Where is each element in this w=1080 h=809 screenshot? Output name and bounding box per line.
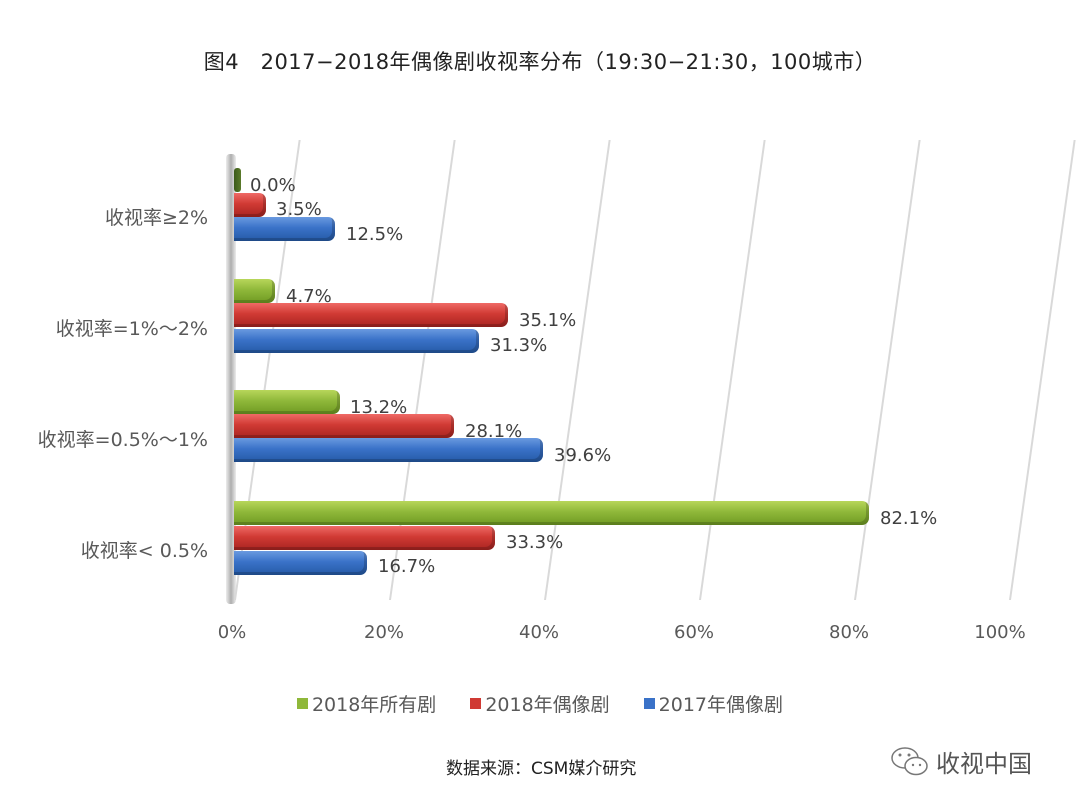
bar-2018-all xyxy=(234,390,340,414)
value-label: 12.5% xyxy=(346,224,404,245)
gridline-60 xyxy=(699,140,766,600)
gridline-80 xyxy=(854,140,921,600)
value-label: 4.7% xyxy=(286,286,332,307)
category-label: 收视率≥2% xyxy=(104,207,208,229)
watermark-text: 收视中国 xyxy=(936,750,1032,778)
watermark: 收视中国 xyxy=(890,744,1032,779)
plot-area xyxy=(226,140,1076,604)
value-label: 39.6% xyxy=(554,445,612,466)
bar-2018-idol xyxy=(234,414,454,438)
gridline-100 xyxy=(1009,140,1076,600)
bar-2018-idol xyxy=(234,526,495,550)
bar-2018-all xyxy=(234,168,241,192)
legend: 2018年所有剧 2018年偶像剧 2017年偶像剧 xyxy=(0,690,1080,717)
value-label: 33.3% xyxy=(506,532,564,553)
bar-2018-all xyxy=(234,279,275,303)
bar-2018-idol xyxy=(234,303,508,327)
green-swatch-icon xyxy=(296,698,308,709)
bar-2017-idol xyxy=(234,329,479,353)
x-tick-label: 0% xyxy=(217,622,247,643)
x-tick-label: 100% xyxy=(974,622,1026,643)
legend-item-2018-idol: 2018年偶像剧 xyxy=(470,690,610,717)
legend-item-2018-all: 2018年所有剧 xyxy=(296,690,437,717)
chart-title: 图4 2017−2018年偶像剧收视率分布（19:30−21:30，100城市） xyxy=(203,50,877,74)
legend-label: 2017年偶像剧 xyxy=(658,694,784,716)
value-label: 82.1% xyxy=(880,508,938,529)
bar-2018-idol xyxy=(234,193,266,217)
legend-label: 2018年所有剧 xyxy=(311,694,437,716)
data-source: 数据来源：CSM媒介研究 xyxy=(446,759,637,779)
value-label: 0.0% xyxy=(250,175,296,196)
x-tick-label: 20% xyxy=(363,622,405,643)
bar-2017-idol xyxy=(234,438,543,462)
bar-2017-idol xyxy=(234,551,367,575)
legend-label: 2018年偶像剧 xyxy=(485,694,610,716)
value-label: 31.3% xyxy=(490,335,548,356)
legend-item-2017-idol: 2017年偶像剧 xyxy=(643,690,784,717)
y-axis-wall xyxy=(226,154,236,604)
value-label: 3.5% xyxy=(276,199,322,220)
value-label: 28.1% xyxy=(465,421,523,442)
category-label: 收视率< 0.5% xyxy=(80,540,208,562)
value-label: 13.2% xyxy=(350,397,408,418)
x-tick-label: 60% xyxy=(673,622,715,643)
category-label: 收视率=1%～2% xyxy=(55,318,208,340)
x-tick-label: 80% xyxy=(828,622,870,643)
red-swatch-icon xyxy=(470,698,482,709)
value-label: 16.7% xyxy=(378,556,436,577)
value-label: 35.1% xyxy=(519,310,577,331)
bar-2018-all xyxy=(234,501,869,525)
category-label: 收视率=0.5%～1% xyxy=(37,429,208,451)
bar-2017-idol xyxy=(234,217,335,241)
x-tick-label: 40% xyxy=(518,622,560,643)
wechat-icon xyxy=(891,746,928,775)
blue-swatch-icon xyxy=(643,698,655,709)
gridline-40 xyxy=(544,140,611,600)
